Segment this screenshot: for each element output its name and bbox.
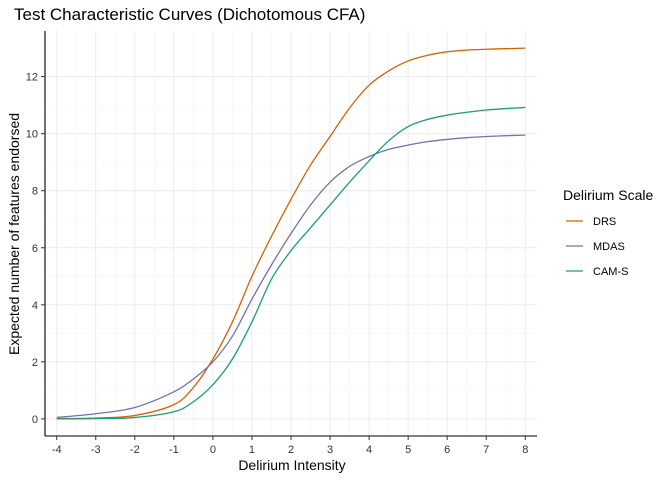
y-tick-label: 12 bbox=[26, 72, 38, 84]
x-tick-label: 6 bbox=[444, 444, 450, 456]
legend-label-drs: DRS bbox=[593, 216, 616, 228]
x-tick-label: 8 bbox=[522, 444, 528, 456]
x-tick-label: -4 bbox=[52, 444, 62, 456]
y-tick-label: 2 bbox=[32, 357, 38, 369]
x-tick-label: 7 bbox=[483, 444, 489, 456]
series-line-cam-s bbox=[56, 106, 526, 420]
legend-label-mdas: MDAS bbox=[593, 241, 625, 253]
legend: Delirium Scale DRS MDAS CAM-S bbox=[563, 187, 653, 278]
y-tick-label: 4 bbox=[32, 300, 38, 312]
x-tick-label: 3 bbox=[327, 444, 333, 456]
x-tick-label: 0 bbox=[210, 444, 216, 456]
y-tick-label: 6 bbox=[32, 243, 38, 255]
legend-item-mdas: MDAS bbox=[566, 241, 625, 253]
x-axis-title: Delirium Intensity bbox=[238, 457, 345, 473]
x-tick-label: -3 bbox=[91, 444, 101, 456]
y-axis-title: Expected number of features endorsed bbox=[6, 113, 22, 355]
legend-label-cam-s: CAM-S bbox=[593, 266, 628, 278]
x-tick-label: 4 bbox=[366, 444, 372, 456]
y-tick-label: 10 bbox=[26, 129, 38, 141]
x-tick-label: -1 bbox=[169, 444, 179, 456]
x-tick-label: -2 bbox=[130, 444, 140, 456]
chart-title: Test Characteristic Curves (Dichotomous … bbox=[14, 5, 365, 24]
legend-title: Delirium Scale bbox=[563, 187, 653, 203]
y-tick-label: 8 bbox=[32, 186, 38, 198]
series-line-mdas bbox=[56, 134, 526, 419]
series-layer bbox=[56, 47, 526, 420]
x-tick-label: 5 bbox=[405, 444, 411, 456]
y-tick-label: 0 bbox=[32, 414, 38, 426]
x-tick-label: 1 bbox=[249, 444, 255, 456]
legend-item-drs: DRS bbox=[566, 216, 616, 228]
series-line-drs bbox=[56, 47, 526, 420]
x-tick-label: 2 bbox=[288, 444, 294, 456]
legend-item-cam-s: CAM-S bbox=[566, 266, 628, 278]
